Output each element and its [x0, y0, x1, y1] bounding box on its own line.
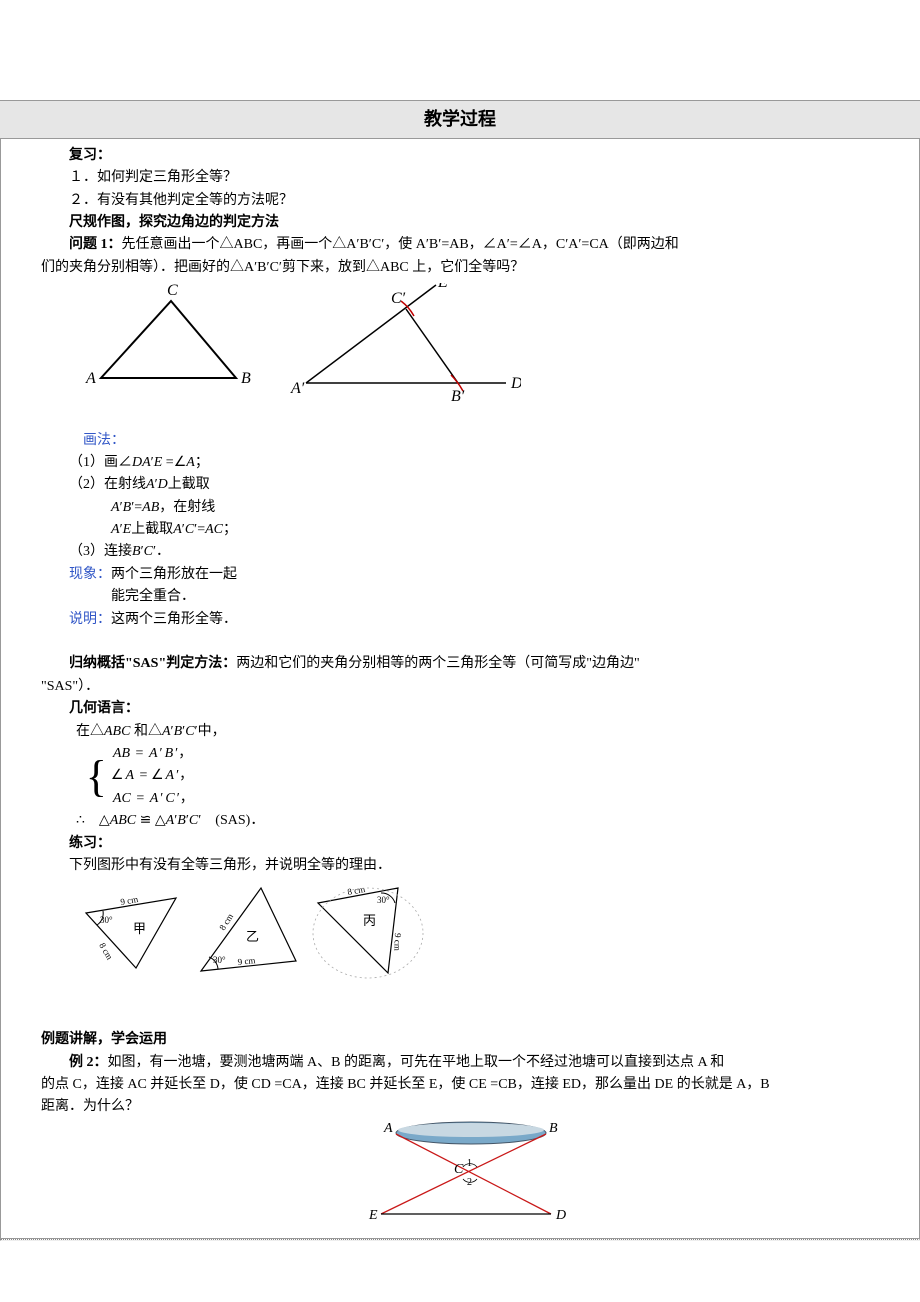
svg-text:9 cm: 9 cm [237, 956, 256, 968]
svg-text:D: D [555, 1208, 566, 1223]
summary-text-1: 两边和它们的夹角分别相等的两个三角形全等（可简写成"边角边" [236, 656, 639, 671]
svg-text:甲: 甲 [133, 921, 146, 936]
method-step-1: （1）画∠DA′E =∠A； [41, 452, 901, 474]
svg-text:B: B [549, 1121, 558, 1136]
review-item-2: ２．有没有其他判定全等的方法呢？ [41, 190, 901, 212]
triangle-ABC: A B C [85, 283, 251, 387]
triangle-diagram-svg: A B C A′ B′ C′ D E [81, 283, 521, 413]
q1-text-b: 们的夹角分别相等）．把画好的△A′B′C′剪下来，放到△ABC 上，它们全等吗？ [41, 257, 901, 279]
figure-example: A B C 1 2 E D [41, 1119, 901, 1232]
svg-text:E: E [368, 1208, 378, 1223]
q1-label: 问题 1： [69, 237, 122, 252]
content-inner: 复习： １．如何判定三角形全等？ ２．有没有其他判定全等的方法呢？ 尺规作图，探… [1, 139, 919, 1238]
method-step-3: （3）连接B′C′． [41, 541, 901, 563]
svg-text:丙: 丙 [363, 913, 376, 928]
svg-text:乙: 乙 [246, 929, 259, 944]
question-1: 问题 1：先任意画出一个△ABC，再画一个△A′B′C′，使 A′B′=AB，∠… [41, 234, 901, 256]
observe-label: 现象： [69, 567, 111, 582]
construction-heading: 尺规作图，探究边角边的判定方法 [41, 212, 901, 234]
brace-conditions: { AB = A′B′， ∠A = ∠A′， AC = A′C′， [41, 743, 901, 810]
observe-text-2: 能完全重合． [41, 586, 901, 608]
geom-line-1: 在△ABC 和△A′B′C′中， [41, 721, 901, 743]
method-step-2c: A′E上截取A′C′=AC； [41, 519, 901, 541]
practice-heading: 练习： [41, 833, 901, 855]
method-step-2: （2）在射线A′D上截取 [41, 474, 901, 496]
example-svg: A B C 1 2 E D [356, 1119, 586, 1224]
svg-text:C′: C′ [391, 290, 406, 307]
cond-3: AC = A′C′， [109, 788, 196, 810]
geom-conclusion: ∴ △ABC ≌ △A′B′C′ (SAS)． [41, 810, 901, 832]
svg-text:A: A [85, 370, 96, 387]
svg-text:A: A [383, 1121, 393, 1136]
q1-text-a: 先任意画出一个△ABC，再画一个△A′B′C′，使 A′B′=AB，∠A′=∠A… [122, 237, 679, 252]
example-text-1: 如图，有一池塘，要测池塘两端 A、B 的距离，可先在平地上取一个不经过池塘可以直… [108, 1055, 725, 1070]
tri-jia: 30° 9 cm 8 cm 甲 [86, 894, 176, 968]
cond-2: ∠A = ∠A′， [109, 765, 196, 787]
review-heading: 复习： [41, 145, 901, 167]
method-heading: 画法： [41, 430, 901, 452]
banner-title: 教学过程 [424, 109, 496, 129]
cond-1: AB = A′B′， [109, 743, 196, 765]
method-step-2b: A′B′=AB，在射线 [41, 497, 901, 519]
svg-text:B′: B′ [451, 388, 465, 405]
example-text-3: 距离．为什么？ [41, 1096, 901, 1118]
explain-line: 说明：这两个三角形全等． [41, 609, 901, 631]
svg-text:8 cm: 8 cm [217, 912, 235, 932]
svg-text:8 cm: 8 cm [97, 941, 115, 961]
content-frame: 复习： １．如何判定三角形全等？ ２．有没有其他判定全等的方法呢？ 尺规作图，探… [0, 139, 920, 1239]
svg-text:C: C [454, 1162, 464, 1177]
svg-text:30°: 30° [100, 915, 113, 925]
svg-text:C: C [167, 283, 178, 299]
review-item-1: １．如何判定三角形全等？ [41, 167, 901, 189]
example-text-2: 的点 C，连接 AC 并延长至 D，使 CD =CA，连接 BC 并延长至 E，… [41, 1074, 901, 1096]
svg-text:30°: 30° [377, 895, 390, 905]
svg-text:9 cm: 9 cm [392, 933, 403, 951]
svg-text:E: E [437, 283, 448, 291]
figure-triangles: A B C A′ B′ C′ D E [81, 283, 901, 421]
triangle-AprimeBprimeCprime: A′ B′ C′ D E [290, 283, 521, 405]
brace-icon: { [86, 755, 107, 799]
observe-line-1: 现象：两个三角形放在一起 [41, 564, 901, 586]
summary-label: 归纳概括"SAS"判定方法： [69, 656, 236, 671]
tri-yi: 30° 9 cm 8 cm 乙 [201, 888, 296, 971]
example-label: 例 2： [69, 1055, 108, 1070]
observe-text-1: 两个三角形放在一起 [111, 567, 237, 582]
section-banner: 教学过程 [0, 100, 920, 139]
figure-practice: 30° 9 cm 8 cm 甲 30° 9 cm 8 cm 乙 30° 8 cm… [81, 883, 901, 996]
example-heading: 例题讲解，学会运用 [41, 1029, 901, 1051]
svg-text:30°: 30° [213, 955, 226, 965]
explain-label: 说明： [69, 612, 111, 627]
summary-line-1: 归纳概括"SAS"判定方法：两边和它们的夹角分别相等的两个三角形全等（可简写成"… [41, 653, 901, 675]
summary-text-2: "SAS"）． [41, 676, 901, 698]
practice-text: 下列图形中有没有全等三角形，并说明全等的理由． [41, 855, 901, 877]
example-line-1: 例 2：如图，有一池塘，要测池塘两端 A、B 的距离，可先在平地上取一个不经过池… [41, 1052, 901, 1074]
explain-text: 这两个三角形全等． [111, 612, 237, 627]
svg-text:A′: A′ [290, 380, 305, 397]
practice-svg: 30° 9 cm 8 cm 甲 30° 9 cm 8 cm 乙 30° 8 cm… [81, 883, 441, 988]
tri-bing: 30° 8 cm 9 cm 丙 [313, 884, 423, 978]
svg-text:B: B [241, 370, 251, 387]
footer-rule [0, 1239, 920, 1241]
geom-heading: 几何语言： [41, 698, 901, 720]
svg-text:D: D [510, 375, 521, 392]
